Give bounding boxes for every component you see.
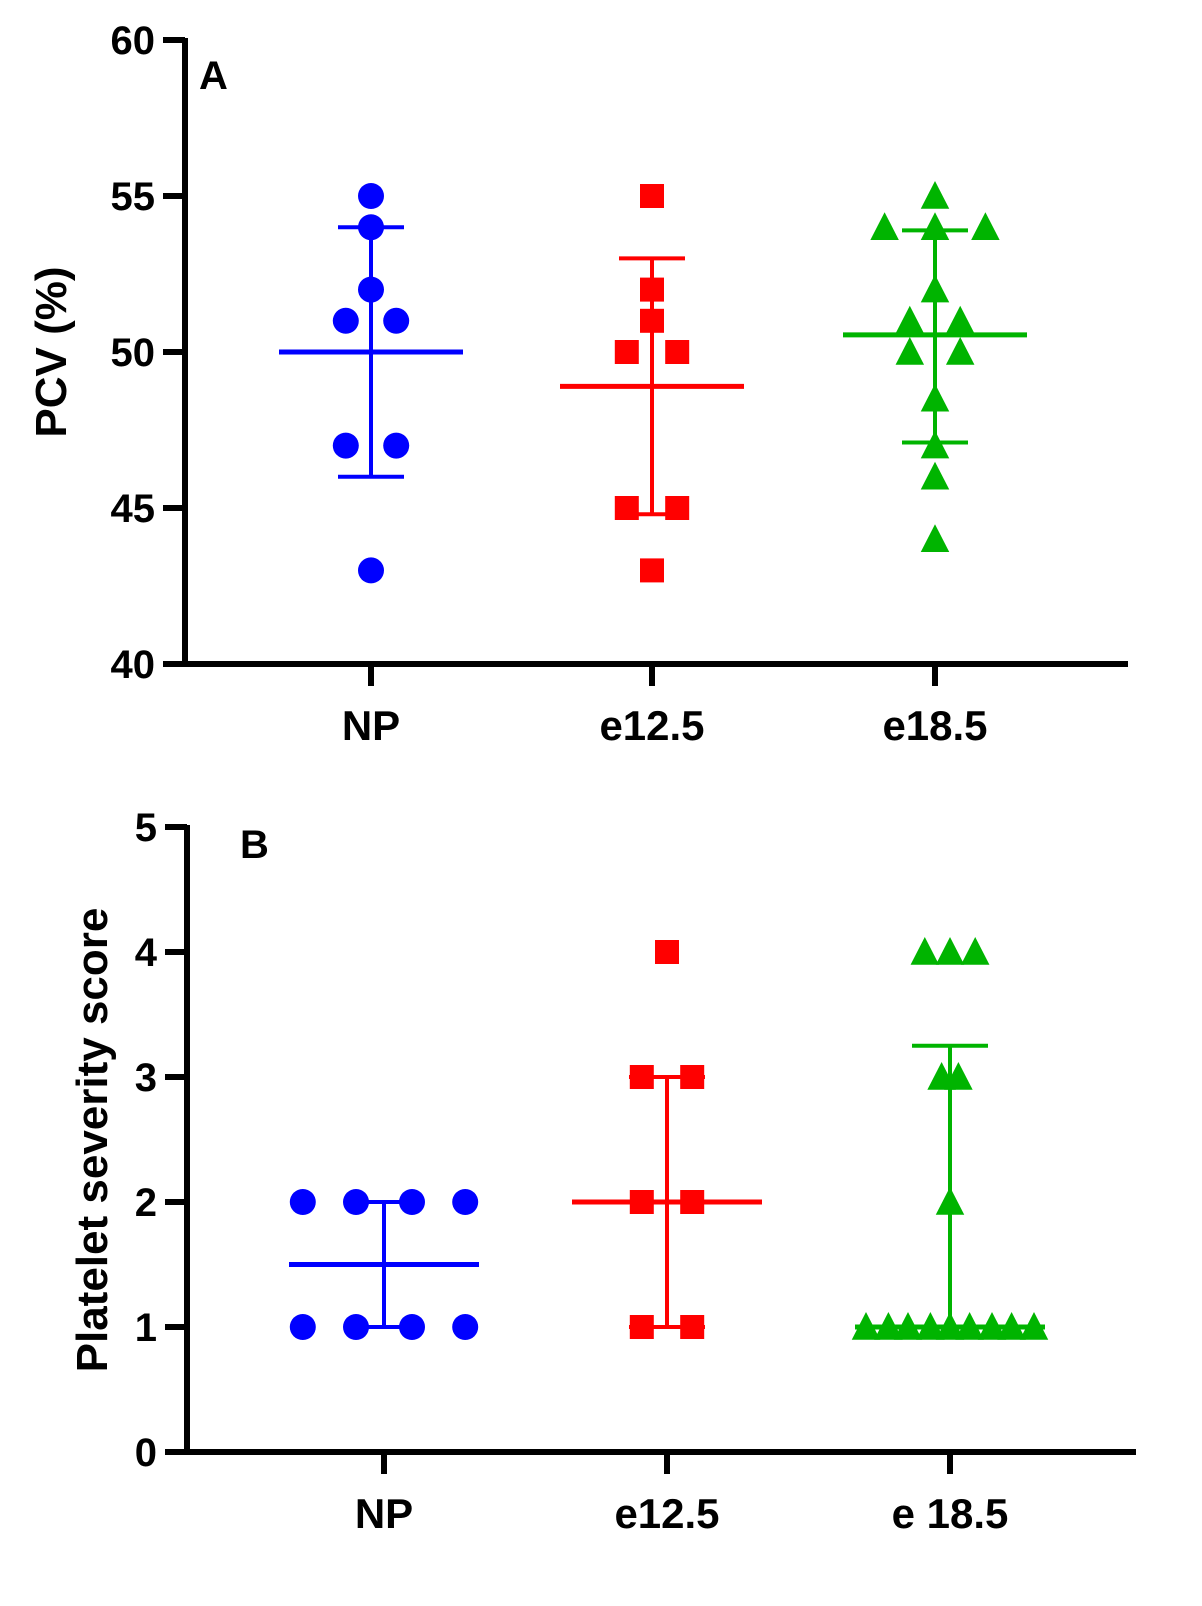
panel-a-data-point — [870, 212, 899, 240]
panel-a-data-point — [383, 432, 410, 459]
panel-a-data-point — [640, 184, 664, 208]
panel-a-y-tick-label: 40 — [111, 643, 156, 687]
panel-a-y-tick-label: 60 — [111, 19, 156, 63]
panel-b-data-point — [289, 1314, 316, 1340]
panel-a-y-axis-title: PCV (%) — [27, 266, 76, 437]
panel-b-data-point — [935, 937, 965, 965]
panel-b-series-3 — [851, 937, 1049, 1340]
panel-a-y-tick-label: 45 — [111, 487, 156, 531]
panel-a-data-point — [920, 524, 950, 552]
panel-a-axes: 40 45 50 55 60 NP e12.5 e18.5 — [111, 19, 1128, 749]
panel-b-x-tick-label: NP — [355, 1490, 413, 1537]
panel-b-y-tick-label: 0 — [135, 1431, 157, 1475]
panel-b-y-tick-label: 2 — [135, 1181, 157, 1225]
panel-a-letter: A — [199, 54, 228, 98]
panel-b-data-point — [910, 937, 940, 965]
panel-a-data-point — [614, 496, 639, 520]
panel-a-data-point — [358, 183, 384, 209]
panel-b-series-1 — [289, 1189, 479, 1340]
panel-a-data-point — [945, 337, 975, 365]
panel-a-data-point — [665, 340, 690, 364]
panel-b-y-axis-title: Platelet severity score — [68, 908, 117, 1373]
panel-a-data-point — [920, 212, 950, 240]
panel-a-data-point — [614, 340, 639, 364]
panel-a-marks — [279, 181, 1027, 584]
panel-a-data-point — [332, 307, 359, 334]
panel-b-data-point — [452, 1189, 479, 1215]
panel-a-data-point — [383, 307, 410, 334]
panel-b-data-point — [452, 1314, 479, 1340]
panel-a-data-point — [920, 461, 950, 490]
panel-b-letter: B — [240, 823, 269, 867]
panel-a-series-3 — [843, 181, 1027, 552]
panel-a-y-tick-label: 50 — [111, 331, 156, 375]
panel-a-data-point — [358, 557, 384, 584]
panel-a-data-point — [945, 305, 975, 334]
panel-a-x-tick-label: e12.5 — [599, 702, 704, 749]
panel-b-y-tick-label: 5 — [135, 806, 157, 850]
panel-a: A PCV (%) 40 45 50 55 60 NP e12.5 e18.5 — [27, 19, 1128, 749]
panel-b-x-tick-label: e 18.5 — [892, 1490, 1009, 1537]
panel-b-data-point — [289, 1189, 316, 1215]
panel-a-data-point — [895, 337, 925, 365]
panel-b: B Platelet severity score 0 1 2 3 4 5 NP e12.5 e… — [68, 806, 1136, 1537]
panel-a-data-point — [920, 181, 950, 209]
panel-a-data-point — [640, 558, 664, 583]
panel-a-data-point — [895, 305, 925, 334]
panel-b-data-point — [960, 937, 990, 965]
panel-b-y-tick-label: 4 — [135, 931, 158, 975]
panel-b-data-point — [655, 940, 679, 964]
panel-b-y-tick-label: 3 — [135, 1056, 157, 1100]
panel-b-series-2 — [572, 940, 762, 1339]
panel-b-marks — [289, 937, 1049, 1340]
panel-a-x-tick-label: NP — [342, 702, 400, 749]
panel-b-y-tick-label: 1 — [135, 1306, 157, 1350]
panel-a-series-2 — [560, 184, 744, 583]
panel-b-axes: 0 1 2 3 4 5 NP e12.5 e 18.5 — [135, 806, 1136, 1537]
panel-a-data-point — [332, 432, 359, 459]
panel-a-y-tick-label: 55 — [111, 175, 156, 219]
panel-a-x-tick-label: e18.5 — [882, 702, 987, 749]
panel-a-series-1 — [279, 183, 463, 584]
panel-a-data-point — [971, 212, 1000, 240]
panel-b-x-tick-label: e12.5 — [614, 1490, 719, 1537]
panel-a-data-point — [665, 496, 690, 520]
